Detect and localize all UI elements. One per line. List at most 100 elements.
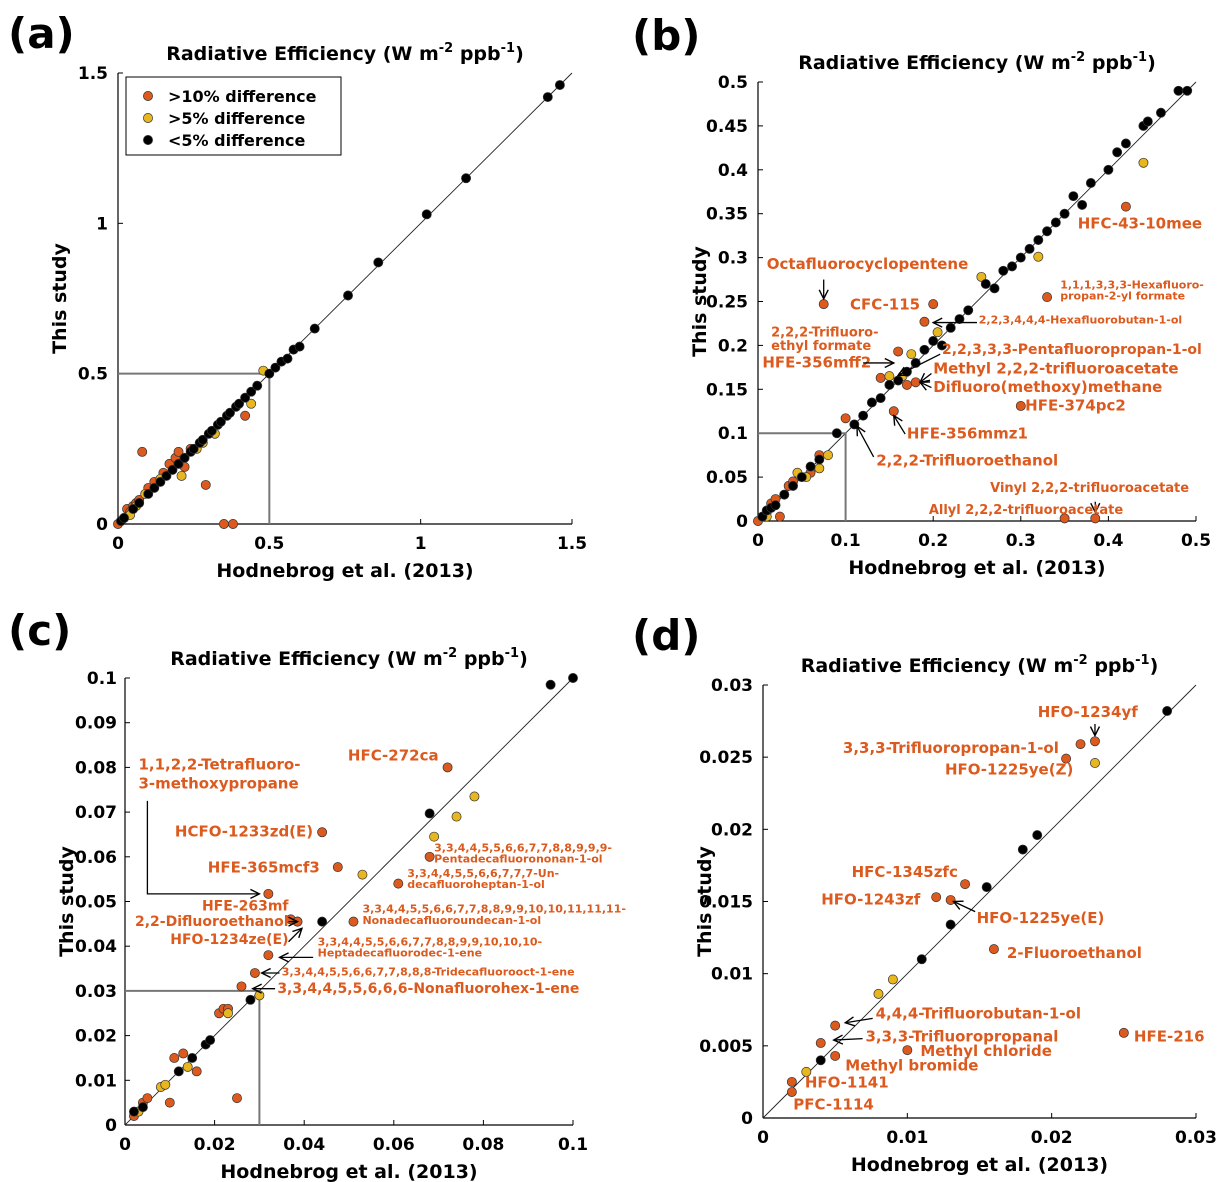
data-point-lt5 <box>545 679 556 690</box>
annotation: Allyl 2,2,2-trifluoroacetate <box>929 503 1124 518</box>
data-point-gt10 <box>893 346 904 357</box>
annotation: 3,3,4,4,5,5,6,6,7,7,8,8,9,9,10,10,10-Hep… <box>277 935 542 963</box>
annotation-label: HFE-356mff2 <box>762 353 871 371</box>
data-point-lt5 <box>1033 235 1044 245</box>
data-point-lt5 <box>240 392 251 403</box>
annotation-label: HFE-374pc2 <box>1025 396 1126 414</box>
panel-c: (c) Radiative Efficiency (W m-2 ppb-1) 0 0.… <box>8 606 626 1182</box>
data-point-lt5 <box>173 1066 184 1077</box>
data-point-gt5 <box>451 811 462 822</box>
panel-a: (a) Radiative Efficiency (W m-2 ppb-1) 0 0.… <box>8 9 587 582</box>
data-point-lt5 <box>424 808 435 819</box>
data-point-gt10 <box>332 862 343 873</box>
data-point-gt5 <box>887 974 898 985</box>
y-tick-label: 0.45 <box>706 117 748 137</box>
x-tick-label: 0.1 <box>831 531 861 551</box>
annotation-label: HFO-1225ye(Z) <box>945 760 1073 778</box>
annotation-arrow <box>845 1017 873 1024</box>
arrow-head <box>818 289 829 301</box>
y-tick-label: 1 <box>96 214 108 234</box>
annotation-label: HFO-1234ze(E) <box>170 932 288 948</box>
annotation: 3,3,3-Trifluoropropan-1-ol <box>843 739 1059 757</box>
annotation-label: HFO-1225ye(E) <box>977 909 1105 927</box>
annotation: HFE-356mff2 <box>762 353 896 371</box>
arrow-head <box>832 1034 844 1045</box>
annotation-label: Allyl 2,2,2-trifluoroacetate <box>929 503 1124 518</box>
data-point-gt10 <box>393 878 404 889</box>
data-point-gt5 <box>160 1079 171 1090</box>
data-point-gt5 <box>1033 251 1044 262</box>
panel-title: Radiative Efficiency (W m-2 ppb-1) <box>166 41 524 65</box>
data-point-lt5 <box>129 1106 139 1117</box>
annotation: HFE-356mmz1 <box>892 414 1028 442</box>
annotation: HFE-374pc2 <box>1025 396 1126 414</box>
data-point-gt10 <box>901 379 912 390</box>
legend-label: <5% difference <box>168 131 306 150</box>
data-point-gt10 <box>928 299 939 310</box>
x-tick-label: 0.04 <box>283 1135 325 1155</box>
one-to-one-line <box>124 677 574 1126</box>
data-point-lt5 <box>119 513 130 523</box>
data-point-gt10 <box>317 827 328 838</box>
data-point-lt5 <box>1042 226 1053 237</box>
annotation-arrow <box>893 415 906 435</box>
data-point-lt5 <box>225 407 235 418</box>
data-point-gt5 <box>469 791 480 802</box>
one-to-one-line <box>757 81 1197 522</box>
annotation-label: Vinyl 2,2,2-trifluoroacetate <box>990 481 1189 496</box>
arrow-head <box>277 952 289 963</box>
y-tick-label: 0.35 <box>706 205 748 225</box>
y-tick-label: 0.03 <box>75 982 117 1002</box>
arrow-head <box>288 916 300 927</box>
annotation-label: 1,1,2,2-Tetrafluoro- <box>138 756 300 774</box>
data-point-gt5 <box>182 1061 193 1072</box>
annotation: CFC-115 <box>850 295 920 313</box>
arrow-head <box>843 1016 856 1027</box>
data-point-gt10 <box>1059 513 1070 524</box>
x-tick-label: 0.1 <box>558 1135 588 1155</box>
data-points <box>113 80 565 529</box>
data-point-lt5 <box>805 461 816 472</box>
y-tick-label: 0.015 <box>699 893 753 913</box>
y-tick-label: 0.02 <box>75 1027 117 1047</box>
data-point-lt5 <box>252 380 263 391</box>
data-point-lt5 <box>1015 252 1026 263</box>
data-point-lt5 <box>884 379 895 390</box>
data-point-lt5 <box>554 80 565 90</box>
data-point-gt5 <box>814 463 825 474</box>
data-point-lt5 <box>831 428 842 439</box>
zoom-box <box>758 432 847 521</box>
data-point-lt5 <box>167 464 178 475</box>
legend-label: >5% difference <box>168 109 306 128</box>
data-point-gt10 <box>960 879 971 890</box>
annotation-arrow <box>953 900 976 913</box>
x-tick-label: 1 <box>415 534 427 554</box>
data-point-lt5 <box>206 425 217 436</box>
data-point-gt10 <box>830 1020 841 1031</box>
annotation-label: Nonadecafluoroundecan-1-ol <box>362 914 541 927</box>
data-point-lt5 <box>1007 261 1017 272</box>
panel-title: Radiative Efficiency (W m-2 ppb-1) <box>798 50 1156 74</box>
annotation: HFC-1345zfc <box>852 863 958 881</box>
data-point-gt5 <box>176 470 187 481</box>
legend-box <box>125 76 342 156</box>
arrow-head <box>260 967 271 979</box>
y-tick-label: 0.05 <box>75 893 117 913</box>
annotation: 2,2,3,4,4,4-Hexafluorobutan-1-ol <box>931 313 1182 328</box>
x-tick-label: 1.5 <box>557 534 587 554</box>
data-point-gt5 <box>801 1066 812 1077</box>
annotation-label: Difluoro(methoxy)methane <box>933 378 1162 396</box>
annotation: HFC-272ca <box>348 747 439 765</box>
data-point-gt10 <box>442 762 453 773</box>
x-tick-label: 0.3 <box>1006 531 1036 551</box>
data-point-lt5 <box>866 397 877 408</box>
data-point-lt5 <box>945 919 956 930</box>
data-point-lt5 <box>1050 217 1061 228</box>
annotation-label: 2,2,3,4,4,4-Hexafluorobutan-1-ol <box>979 313 1182 326</box>
data-point-lt5 <box>796 472 807 483</box>
annotation-label: 3-methoxypropane <box>138 774 298 792</box>
annotation: HFO-1234yf <box>1038 703 1138 738</box>
annotation: HCFO-1233zd(E) <box>175 823 313 841</box>
annotation-arrow <box>856 425 875 458</box>
data-point-gt10 <box>218 519 229 529</box>
